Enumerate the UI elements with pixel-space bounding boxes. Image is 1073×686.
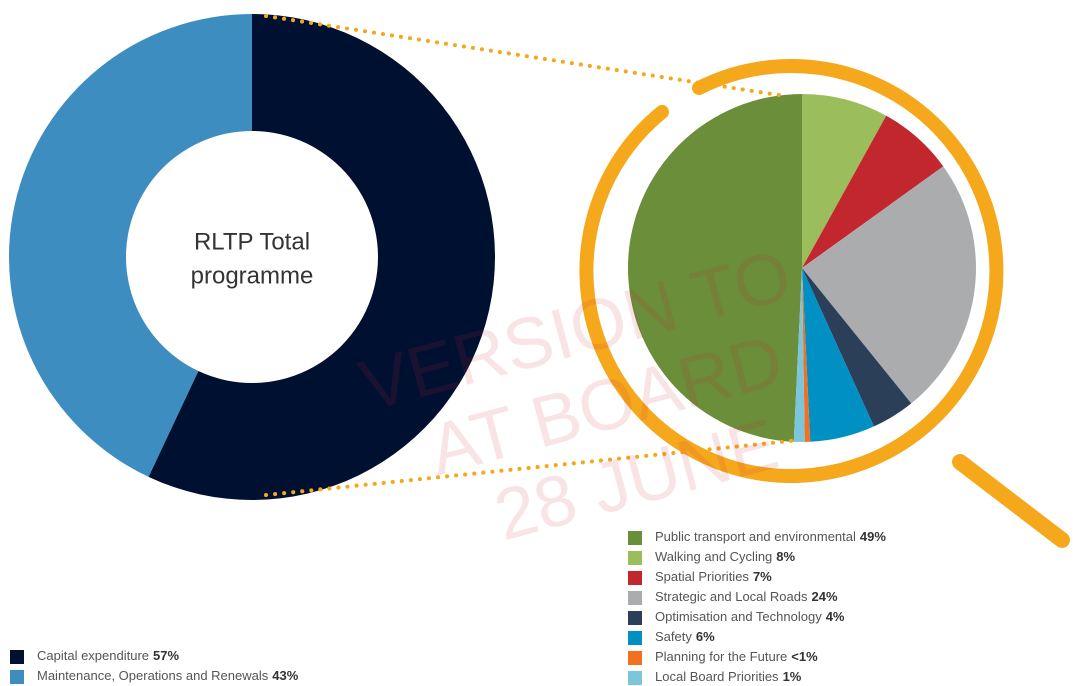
legend-label: Capital expenditure bbox=[37, 648, 149, 663]
legend-swatch bbox=[628, 591, 642, 605]
legend-entry: Strategic and Local Roads 24% bbox=[655, 589, 838, 604]
legend-value: 6% bbox=[696, 629, 715, 644]
slice bbox=[802, 268, 912, 427]
legend-label: Spatial Priorities bbox=[655, 569, 749, 584]
legend-value: 24% bbox=[811, 589, 837, 604]
legend-value: 1% bbox=[783, 669, 802, 684]
slice bbox=[802, 268, 874, 442]
legend-entry: Walking and Cycling 8% bbox=[655, 549, 796, 564]
legend-entry: Safety 6% bbox=[655, 629, 715, 644]
legend-entry: Maintenance, Operations and Renewals 43% bbox=[37, 668, 299, 683]
legend-label: Walking and Cycling bbox=[655, 549, 772, 564]
legend-value: 49% bbox=[860, 529, 886, 544]
legend-label: Optimisation and Technology bbox=[655, 609, 822, 624]
legend-swatch bbox=[628, 671, 642, 685]
legend-swatch bbox=[628, 531, 642, 545]
legend-label: Planning for the Future bbox=[655, 649, 787, 664]
legend-value: 7% bbox=[753, 569, 772, 584]
charts: RLTP Total programme bbox=[8, 14, 976, 500]
legend-value: <1% bbox=[791, 649, 818, 664]
magnifier-handle bbox=[952, 454, 1070, 548]
legend-label: Local Board Priorities bbox=[655, 669, 779, 684]
slice bbox=[802, 166, 976, 404]
legend-label: Safety bbox=[655, 629, 692, 644]
center-label: RLTP Total bbox=[194, 228, 310, 255]
legend-entry: Optimisation and Technology 4% bbox=[655, 609, 845, 624]
legends: Capital expenditure 57% Maintenance, Opera… bbox=[10, 529, 886, 685]
legend-swatch bbox=[628, 631, 642, 645]
legend-swatch bbox=[10, 650, 24, 664]
legend-label: Strategic and Local Roads bbox=[655, 589, 808, 604]
slice bbox=[8, 14, 252, 477]
slice bbox=[802, 115, 944, 268]
legend-value: 43% bbox=[272, 668, 298, 683]
slice bbox=[793, 268, 805, 442]
legend-label: Public transport and environmental bbox=[655, 529, 856, 544]
legend-entry: Public transport and environmental 49% bbox=[655, 529, 886, 544]
legend-entry: Capital expenditure 57% bbox=[37, 648, 179, 663]
slice bbox=[148, 14, 495, 500]
legend-value: 4% bbox=[826, 609, 845, 624]
legend-label: Maintenance, Operations and Renewals bbox=[37, 668, 269, 683]
slice bbox=[802, 268, 811, 442]
legend-swatch bbox=[628, 611, 642, 625]
slice bbox=[628, 94, 802, 442]
legend-swatch bbox=[10, 670, 24, 684]
legend-swatch bbox=[628, 551, 642, 565]
legend-value: 57% bbox=[153, 648, 179, 663]
legend-value: 8% bbox=[776, 549, 795, 564]
zoom-line bbox=[264, 438, 802, 497]
legend-swatch bbox=[628, 651, 642, 665]
legend-entry: Planning for the Future <1% bbox=[655, 649, 818, 664]
magnifier-ring bbox=[579, 58, 1004, 483]
legend-entry: Local Board Priorities 1% bbox=[655, 669, 802, 684]
slice bbox=[802, 94, 887, 268]
center-label: programme bbox=[191, 262, 314, 289]
legend-swatch bbox=[628, 571, 642, 585]
watermark: VERSION TO AT BOARD 28 JUNE bbox=[352, 235, 799, 556]
legend-entry: Spatial Priorities 7% bbox=[655, 569, 772, 584]
